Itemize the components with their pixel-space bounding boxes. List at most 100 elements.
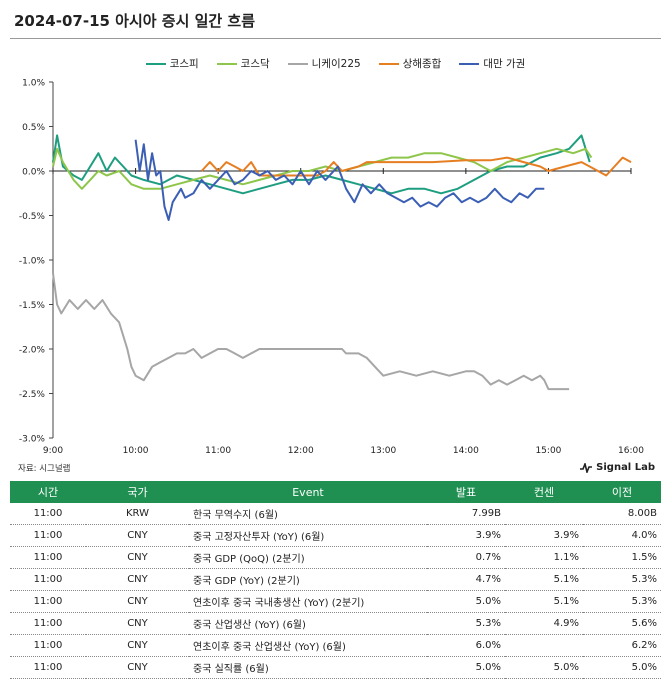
legend-label: 상해종합	[402, 58, 442, 70]
brand-logo: Signal Lab	[580, 462, 655, 473]
cell-time: 11:00	[10, 590, 86, 613]
legend-label: 코스피	[169, 58, 199, 70]
cell-event: 연초이후 중국 산업생산 (YoY) (6월)	[189, 634, 427, 657]
cell-consensus: 5.0%	[505, 656, 583, 679]
source-note: 자료: 시그널랩	[18, 464, 71, 474]
cell-actual: 5.3%	[427, 612, 505, 635]
header-consensus: 컨센	[505, 481, 583, 503]
legend-swatch	[459, 62, 480, 65]
cell-actual: 3.9%	[427, 524, 505, 547]
cell-time: 11:00	[10, 612, 86, 635]
cell-consensus: 5.1%	[505, 590, 583, 613]
cell-time: 11:00	[10, 568, 86, 591]
x-tick-label: 15:00	[535, 446, 561, 456]
x-tick-label: 10:00	[123, 446, 149, 456]
series-line-2	[52, 147, 593, 190]
legend-item: 대만 가권	[459, 56, 525, 71]
y-tick-label: -2.0%	[19, 346, 46, 356]
x-tick-label: 11:00	[205, 446, 231, 456]
table-header-row: 시간 국가 Event 발표 컨센 이전	[10, 481, 661, 503]
series-line-4	[200, 156, 632, 177]
table-row: 11:00 KRW 한국 무역수지 (6월) 7.99B 8.00B	[10, 503, 661, 525]
cell-event: 연초이후 중국 국내총생산 (YoY) (2분기)	[189, 590, 427, 613]
economic-events-table: 시간 국가 Event 발표 컨센 이전 11:00 KRW 한국 무역수지 (6월…	[10, 481, 661, 679]
legend-item: 니케이225	[287, 56, 361, 71]
cell-actual: 6.0%	[427, 634, 505, 657]
header-event: Event	[189, 481, 427, 503]
cell-previous: 5.3%	[583, 590, 661, 613]
legend-label: 코스닥	[240, 58, 270, 70]
cell-time: 11:00	[10, 634, 86, 657]
cell-country: CNY	[86, 634, 189, 657]
table-row: 11:00 CNY 중국 산업생산 (YoY) (6월) 5.3% 4.9% 5.6%	[10, 612, 661, 635]
cell-consensus: 1.1%	[505, 546, 583, 569]
cell-previous: 4.0%	[583, 524, 661, 547]
cell-actual: 0.7%	[427, 546, 505, 569]
table-row: 11:00 CNY 중국 고정자산투자 (YoY) (6월) 3.9% 3.9% 4.0%	[10, 524, 661, 547]
x-tick-label: 16:00	[618, 446, 644, 456]
cell-event: 중국 GDP (QoQ) (2분기)	[189, 546, 427, 569]
table-row: 11:00 CNY 연초이후 중국 산업생산 (YoY) (6월) 6.0% 6.2%	[10, 634, 661, 657]
cell-event: 중국 산업생산 (YoY) (6월)	[189, 612, 427, 635]
x-tick-label: 13:00	[370, 446, 396, 456]
chart-legend: 코스피 코스닥 니케이225 상해종합 대만 가권	[0, 56, 671, 71]
legend-item: 코스닥	[216, 56, 270, 71]
cell-actual: 7.99B	[427, 503, 505, 525]
cell-previous: 8.00B	[583, 503, 661, 525]
table-row: 11:00 CNY 중국 GDP (YoY) (2분기) 4.7% 5.1% 5.3%	[10, 568, 661, 591]
cell-previous: 5.0%	[583, 656, 661, 679]
legend-item: 상해종합	[378, 56, 442, 71]
cell-country: CNY	[86, 590, 189, 613]
cell-country: CNY	[86, 656, 189, 679]
header-previous: 이전	[583, 481, 661, 503]
brand-name: Signal Lab	[596, 462, 655, 473]
cell-event: 한국 무역수지 (6월)	[189, 503, 427, 525]
series-line-1	[52, 134, 591, 195]
y-tick-label: 1.0%	[22, 79, 45, 89]
line-chart: 1.0% 0.5% 0.0% -0.5% -1.0% -1.5% -2.0% -2.5% -3.…	[19, 79, 644, 457]
cell-previous: 5.3%	[583, 568, 661, 591]
cell-event: 중국 실직률 (6월)	[189, 656, 427, 679]
legend-swatch	[287, 62, 308, 65]
cell-consensus: 4.9%	[505, 612, 583, 635]
cell-country: KRW	[86, 503, 189, 525]
cell-time: 11:00	[10, 524, 86, 547]
legend-swatch	[216, 62, 237, 65]
cell-country: CNY	[86, 568, 189, 591]
table-row: 11:00 CNY 중국 GDP (QoQ) (2분기) 0.7% 1.1% 1.5%	[10, 546, 661, 569]
y-tick-label: -3.0%	[19, 435, 46, 445]
y-tick-label: 0.0%	[22, 168, 45, 178]
cell-time: 11:00	[10, 546, 86, 569]
x-tick-label: 12:00	[288, 446, 314, 456]
page-title: 2024-07-15 아시아 증시 일간 흐름	[14, 12, 256, 30]
cell-actual: 5.0%	[427, 656, 505, 679]
header-country: 국가	[86, 481, 189, 503]
header-time: 시간	[10, 481, 86, 503]
cell-time: 11:00	[10, 656, 86, 679]
table-row: 11:00 CNY 연초이후 중국 국내총생산 (YoY) (2분기) 5.0% 5.1…	[10, 590, 661, 613]
cell-actual: 4.7%	[427, 568, 505, 591]
x-tick-label: 9:00	[43, 446, 63, 456]
y-tick-label: -1.0%	[19, 257, 46, 267]
cell-consensus: 5.1%	[505, 568, 583, 591]
legend-swatch	[378, 62, 399, 65]
cell-country: CNY	[86, 524, 189, 547]
y-tick-label: 0.5%	[22, 123, 45, 133]
x-tick-label: 14:00	[453, 446, 479, 456]
legend-label: 니케이225	[311, 58, 361, 70]
cell-event: 중국 고정자산투자 (YoY) (6월)	[189, 524, 427, 547]
cell-country: CNY	[86, 612, 189, 635]
cell-consensus	[505, 503, 583, 525]
legend-label: 대만 가권	[483, 58, 526, 70]
cell-time: 11:00	[10, 503, 86, 525]
signal-icon	[580, 462, 593, 473]
series-line-5	[134, 139, 545, 221]
header-actual: 발표	[427, 481, 505, 503]
y-tick-label: -2.5%	[19, 390, 46, 400]
cell-consensus	[505, 634, 583, 657]
cell-previous: 1.5%	[583, 546, 661, 569]
legend-item: 코스피	[145, 56, 199, 71]
cell-consensus: 3.9%	[505, 524, 583, 547]
y-tick-label: -1.5%	[19, 301, 46, 311]
y-tick-label: -0.5%	[19, 212, 46, 222]
